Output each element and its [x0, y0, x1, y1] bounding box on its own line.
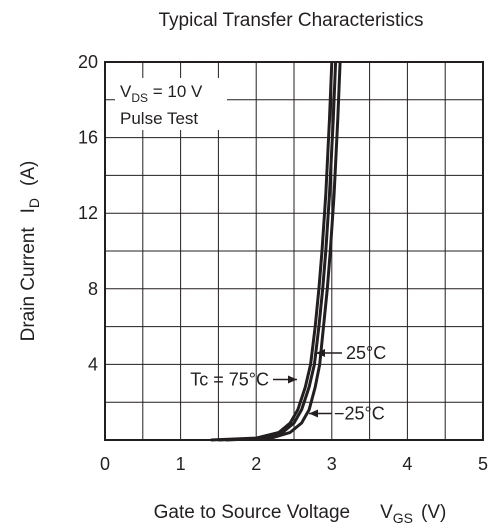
x-tick-label: 0 [100, 454, 110, 474]
x-axis-symbol: V [380, 502, 393, 523]
annotation-minus-25c: −25°C [334, 404, 385, 424]
arrow-head [288, 375, 297, 384]
x-tick-label: 2 [251, 454, 261, 474]
y-tick-label: 20 [78, 52, 98, 72]
y-tick-label: 8 [88, 279, 98, 299]
x-tick-label: 4 [402, 454, 412, 474]
x-axis-label: Gate to Source Voltage VGS (V) [154, 502, 447, 526]
conditions-vds-symbol: V [120, 82, 132, 101]
y-axis-symbol-subscript: D [26, 198, 42, 208]
y-axis-symbol: I [18, 208, 39, 213]
y-axis-label: Drain Current ID (A) [18, 161, 42, 342]
x-axis-unit: (V) [421, 502, 446, 523]
arrow-head [309, 409, 318, 418]
chart-title: Typical Transfer Characteristics [158, 10, 423, 31]
curve-minus-25c [225, 61, 342, 442]
x-axis-symbol-subscript: GS [393, 510, 413, 526]
conditions-pulse-test: Pulse Test [120, 109, 198, 128]
x-axis-label-text: Gate to Source Voltage [154, 502, 350, 523]
y-axis-label-text: Drain Current [18, 227, 39, 342]
y-axis-unit: (A) [18, 161, 39, 186]
conditions-vds-subscript: DS [131, 91, 148, 105]
conditions-vds-value: = 10 V [148, 82, 203, 101]
conditions-box-bg [115, 78, 227, 130]
curve-25c [218, 61, 338, 442]
curves [210, 61, 342, 442]
plot-frame [104, 61, 484, 441]
conditions-vds: VDS = 10 V [120, 82, 203, 105]
y-tick-label: 4 [88, 354, 98, 374]
annotation-tc-75c: Tc = 75°C [190, 370, 269, 390]
y-tick-label: 12 [78, 203, 98, 223]
annotations: 25°C Tc = 75°C −25°C [190, 343, 386, 423]
x-tick-label: 5 [478, 454, 488, 474]
arrow-head [316, 349, 325, 358]
x-tick-label: 1 [176, 454, 186, 474]
x-tick-label: 3 [327, 454, 337, 474]
y-tick-label: 16 [78, 128, 98, 148]
annotation-25c: 25°C [346, 343, 386, 363]
